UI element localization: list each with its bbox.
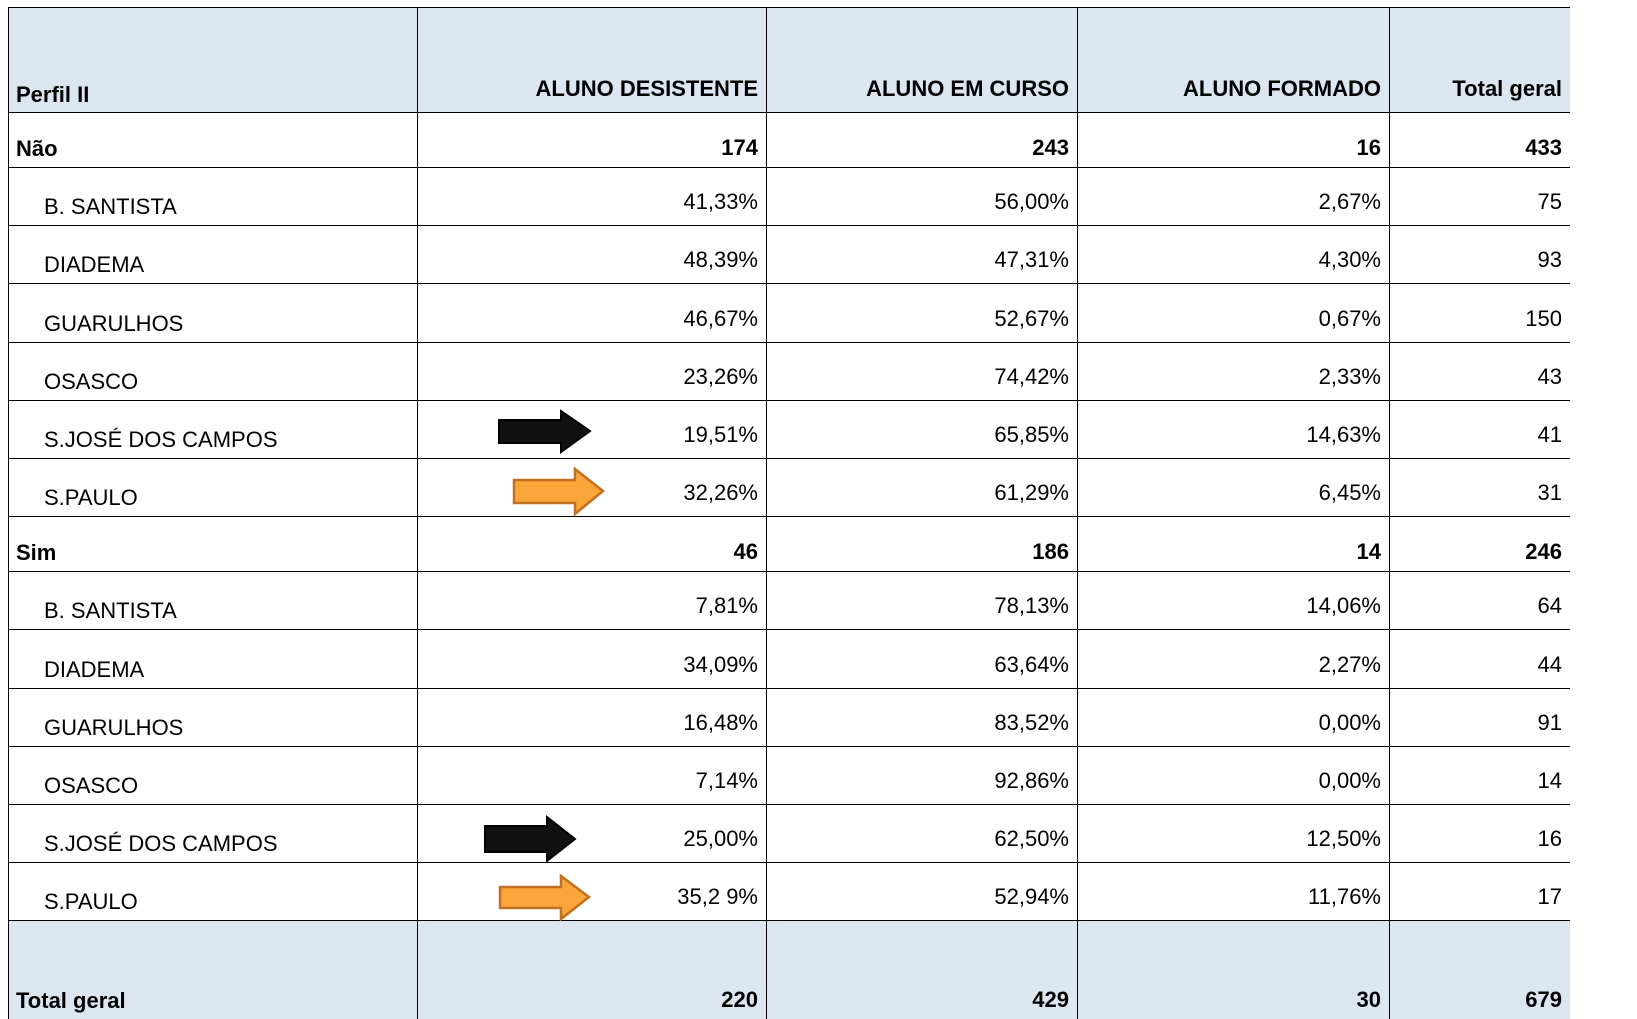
cell-value: 7,14% [418,746,767,805]
cell-value: 93 [1390,226,1570,285]
cell-value: 92,86% [767,746,1078,805]
cell-value: 220 [418,921,767,1019]
cell-value: 16 [1078,113,1390,168]
cell-value: 46,67% [418,284,767,343]
cell-value: 17 [1390,863,1570,922]
cell-value: 46 [418,517,767,573]
cell-value: 150 [1390,284,1570,343]
cell-value: 83,52% [767,688,1078,747]
row-label: S.JOSÉ DOS CAMPOS [8,805,418,864]
cell-value: 75 [1390,168,1570,227]
row-label: GUARULHOS [8,688,418,747]
cell-value: 63,64% [767,630,1078,689]
cell-value: 74,42% [767,342,1078,401]
cell-value: 4,30% [1078,226,1390,285]
cell-value: 19,51% [418,400,767,459]
cell-value: 0,00% [1078,688,1390,747]
row-label: OSASCO [8,342,418,401]
cell-value: 41 [1390,401,1570,459]
row-label: GUARULHOS [8,284,418,343]
cell-value: 52,67% [767,284,1078,343]
cell-value: 14 [1078,517,1390,573]
cell-value: Total geral [1390,8,1570,113]
cell-value: 30 [1078,921,1390,1019]
row-label: Total geral [8,921,418,1019]
cell-value: 44 [1390,630,1570,689]
cell-value: 47,31% [767,226,1078,285]
cell-value: 91 [1390,689,1570,747]
cell-value: 186 [767,517,1078,573]
cell-value: 56,00% [767,168,1078,227]
row-label: B. SANTISTA [8,572,418,631]
row-label: Não [8,113,418,168]
cell-value: 0,67% [1078,284,1390,343]
cell-value: 31 [1390,459,1570,518]
cell-value: 32,26% [418,459,767,518]
cell-value: 429 [767,921,1078,1019]
cell-value: 25,00% [418,805,767,864]
cell-value: ALUNO DESISTENTE [418,8,767,113]
cell-value: 78,13% [767,572,1078,631]
cell-value: ALUNO EM CURSO [767,8,1078,113]
row-label: S.JOSÉ DOS CAMPOS [8,400,418,459]
cell-value: 41,33% [418,168,767,227]
cell-value: 14,06% [1078,572,1390,631]
row-label: Sim [8,517,418,573]
row-label: Perfil II [8,8,418,113]
cell-value: 246 [1390,517,1570,573]
cell-value: 11,76% [1078,863,1390,922]
cell-value: 65,85% [767,400,1078,459]
cell-value: 48,39% [418,226,767,285]
cell-value: 35,2 9% [418,863,767,922]
cell-value: 174 [418,113,767,168]
cell-value: 61,29% [767,459,1078,518]
cell-value: 7,81% [418,572,767,631]
cell-value: 23,26% [418,342,767,401]
row-label: S.PAULO [8,863,418,922]
row-label: OSASCO [8,746,418,805]
cell-value: 52,94% [767,863,1078,922]
cell-value: 679 [1390,921,1570,1019]
cell-value: 2,33% [1078,342,1390,401]
cell-value: 433 [1390,113,1570,168]
row-label: DIADEMA [8,630,418,689]
cell-value: 0,00% [1078,746,1390,805]
cell-value: 14,63% [1078,400,1390,459]
row-label: S.PAULO [8,459,418,518]
cell-value: 34,09% [418,630,767,689]
cell-value: 2,67% [1078,168,1390,227]
cell-value: 64 [1390,572,1570,631]
cell-value: 16,48% [418,688,767,747]
cell-value: ALUNO FORMADO [1078,8,1390,113]
cell-value: 243 [767,113,1078,168]
cell-value: 2,27% [1078,630,1390,689]
cell-value: 14 [1390,747,1570,805]
cell-value: 6,45% [1078,459,1390,518]
cell-value: 16 [1390,805,1570,864]
cell-value: 12,50% [1078,805,1390,864]
row-label: DIADEMA [8,226,418,285]
row-label: B. SANTISTA [8,168,418,227]
cell-value: 62,50% [767,805,1078,864]
cell-value: 43 [1390,343,1570,401]
